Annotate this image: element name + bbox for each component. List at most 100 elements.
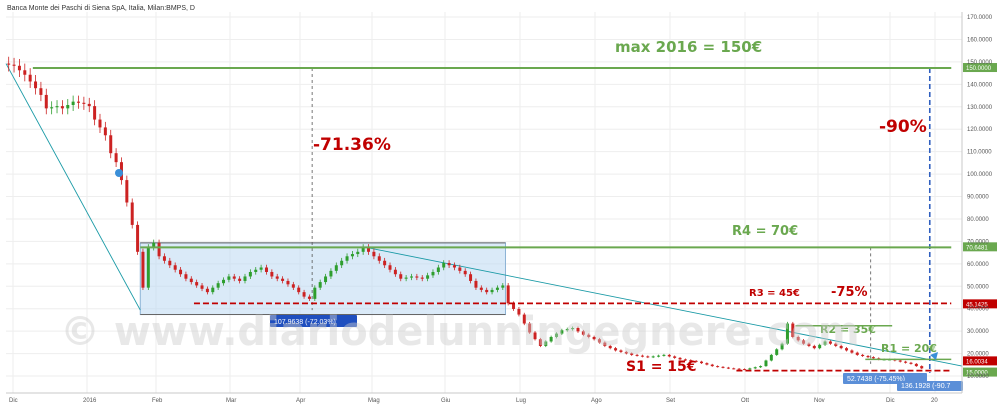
candle-body bbox=[608, 345, 612, 349]
level-r2-label: R2 = 35€ bbox=[820, 323, 876, 336]
y-tick-label: 120.0000 bbox=[967, 127, 993, 133]
candle-body bbox=[264, 267, 268, 272]
candle-body bbox=[914, 363, 918, 367]
x-tick-label: Dic bbox=[886, 398, 895, 404]
x-tick-label: Giu bbox=[441, 398, 450, 404]
candle-body bbox=[77, 101, 81, 103]
candle-body bbox=[66, 105, 70, 109]
candle-body bbox=[162, 256, 166, 261]
candle-body bbox=[286, 280, 290, 285]
measure-box-71-text: 107.9638 (-72.03%) bbox=[274, 319, 336, 326]
candle-body bbox=[426, 275, 430, 279]
candle-body bbox=[764, 360, 768, 367]
candle-body bbox=[689, 360, 693, 362]
level-r4-label: R4 = 70€ bbox=[732, 224, 798, 239]
y-tick-label: 80.0000 bbox=[967, 217, 989, 223]
candle-body bbox=[742, 369, 746, 371]
candle-body bbox=[587, 334, 591, 337]
candle-body bbox=[281, 278, 285, 281]
candle-body bbox=[495, 287, 499, 290]
x-tick-label: Mag bbox=[368, 398, 380, 404]
candle-body bbox=[345, 256, 349, 261]
candle-body bbox=[447, 263, 451, 266]
x-tick-label: Dic bbox=[9, 398, 18, 404]
level-r3-label: R3 = 45€ bbox=[749, 288, 800, 299]
candle-body bbox=[549, 336, 553, 342]
x-tick-label: Apr bbox=[296, 398, 305, 404]
candle-body bbox=[39, 88, 43, 95]
candle-body bbox=[340, 260, 344, 266]
candle-body bbox=[657, 355, 661, 357]
arrow-marker-icon bbox=[930, 352, 938, 360]
candle-body bbox=[759, 366, 763, 368]
candle-body bbox=[667, 354, 671, 357]
candle-body bbox=[807, 343, 811, 346]
price-tag-text: 150.0000 bbox=[966, 66, 992, 72]
candle-body bbox=[898, 360, 902, 362]
candle-body bbox=[130, 202, 134, 225]
candle-body bbox=[404, 277, 408, 279]
candle-body bbox=[324, 276, 328, 283]
candle-body bbox=[17, 65, 21, 71]
candle-body bbox=[350, 254, 354, 257]
price-tag-text: 45.1425 bbox=[966, 302, 988, 308]
candle-body bbox=[23, 70, 27, 75]
candle-body bbox=[866, 356, 870, 358]
candle-body bbox=[705, 363, 709, 365]
level-s1-label: S1 = 15€ bbox=[626, 359, 697, 375]
candle-body bbox=[195, 282, 199, 286]
candle-body bbox=[205, 288, 209, 293]
event-marker-icon bbox=[115, 169, 123, 177]
candle-body bbox=[307, 296, 311, 299]
y-tick-label: 110.0000 bbox=[967, 150, 992, 156]
candle-body bbox=[469, 274, 473, 281]
candle-body bbox=[737, 368, 741, 370]
candle-body bbox=[152, 242, 156, 248]
candle-body bbox=[114, 153, 118, 163]
candle-body bbox=[399, 274, 403, 279]
price-tag bbox=[963, 356, 997, 366]
candle-body bbox=[855, 352, 859, 355]
candle-body bbox=[458, 267, 462, 271]
candle-body bbox=[528, 323, 532, 333]
candle-body bbox=[597, 339, 601, 343]
candle-body bbox=[297, 287, 301, 293]
candle-body bbox=[565, 329, 569, 331]
drop-71-label: -71.36% bbox=[313, 135, 391, 155]
candle-body bbox=[415, 276, 419, 278]
candle-body bbox=[818, 344, 822, 349]
y-tick-label: 150.0000 bbox=[967, 60, 993, 66]
candle-body bbox=[109, 135, 113, 154]
candle-body bbox=[243, 276, 247, 281]
candle-body bbox=[490, 289, 494, 293]
candle-body bbox=[555, 333, 559, 337]
measure-box-75-text: 52.7438 (-75.45%) bbox=[847, 376, 905, 383]
candle-body bbox=[173, 265, 177, 270]
candle-body bbox=[200, 285, 204, 289]
candle-body bbox=[409, 276, 413, 278]
x-tick-label: 20 bbox=[931, 398, 938, 404]
candle-body bbox=[544, 341, 548, 346]
candle-body bbox=[512, 303, 516, 309]
candle-body bbox=[646, 356, 650, 358]
candle-body bbox=[216, 283, 220, 288]
candle-body bbox=[673, 356, 677, 358]
candle-body bbox=[463, 270, 467, 275]
candle-body bbox=[538, 339, 542, 346]
candle-body bbox=[839, 345, 843, 349]
candle-body bbox=[732, 368, 736, 370]
trendline-initial-drop bbox=[5, 63, 141, 311]
candle-body bbox=[12, 64, 16, 66]
candle-body bbox=[189, 278, 193, 283]
candle-body bbox=[377, 256, 381, 261]
candle-body bbox=[248, 271, 252, 277]
candle-body bbox=[485, 289, 489, 293]
measure-box-90-text: 136.1928 (-90.7 bbox=[901, 383, 951, 390]
candle-body bbox=[302, 292, 306, 297]
candle-body bbox=[592, 336, 596, 340]
watermark-text: © www.diariodelunningegnere.com bbox=[60, 309, 860, 355]
x-tick-label: Nov bbox=[814, 398, 825, 404]
price-tag bbox=[963, 299, 997, 309]
instrument-title: Banca Monte dei Paschi di Siena SpA, Ita… bbox=[7, 5, 195, 12]
candle-body bbox=[141, 251, 145, 288]
